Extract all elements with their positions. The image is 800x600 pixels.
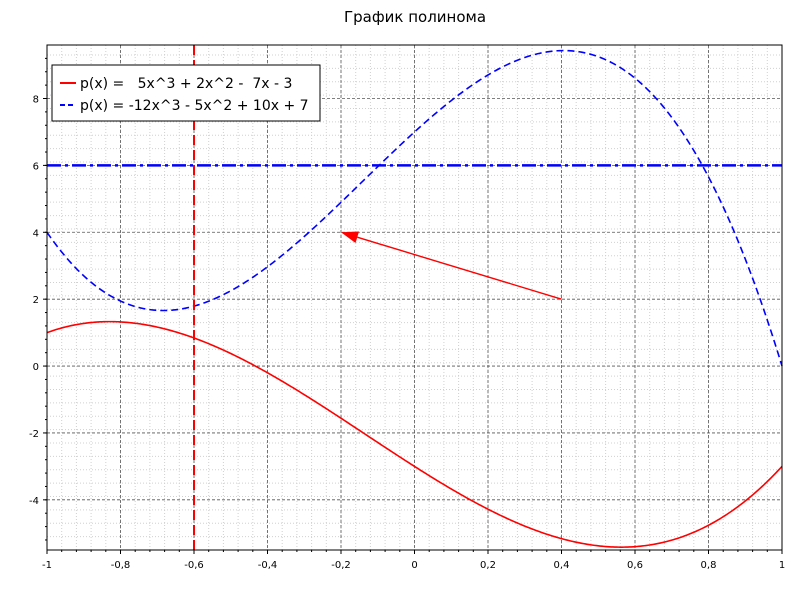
legend: p(x) = 5x^3 + 2x^2 - 7x - 3 p(x) = -12x^3… [51, 64, 321, 122]
x-tick-label: -0,4 [258, 560, 278, 571]
series-layer [46, 49, 783, 548]
y-tick-label: 0 [33, 362, 39, 373]
x-tick-label: 0,8 [701, 560, 717, 571]
y-tick-label: 4 [33, 228, 39, 239]
x-tick-label: -1 [42, 560, 52, 571]
x-tick-label: 0,2 [480, 560, 496, 571]
arrow-head [341, 231, 360, 243]
annotation-layer [47, 45, 782, 550]
y-tick-label: -4 [29, 496, 39, 507]
axis-ticks: -1 -0,8 -0,6 -0,4 -0,2 0 0,2 0,4 0,6 0,8 1 -4 -2 0 2 4 6… [29, 57, 785, 571]
y-tick-label: 2 [33, 295, 39, 306]
legend-box [51, 64, 321, 122]
x-tick-label: -0,8 [111, 560, 131, 571]
arrow-shaft [357, 236, 562, 300]
chart-title: График полинома [343, 8, 487, 26]
x-tick-label: 0,6 [627, 560, 643, 571]
x-tick-label: 0 [411, 560, 417, 571]
x-tick-label: 1 [779, 560, 785, 571]
y-tick-label: -2 [29, 429, 39, 440]
legend-label-2: p(x) = -12x^3 - 5x^2 + 10x + 7 [80, 98, 309, 114]
x-tick-label: -0,2 [331, 560, 351, 571]
x-tick-label: 0,4 [554, 560, 570, 571]
y-tick-label: 6 [33, 161, 39, 172]
series-line-1 [46, 320, 783, 548]
x-tick-label: -0,6 [184, 560, 204, 571]
y-tick-label: 8 [33, 95, 39, 106]
legend-label-1: p(x) = 5x^3 + 2x^2 - 7x - 3 [80, 76, 292, 92]
